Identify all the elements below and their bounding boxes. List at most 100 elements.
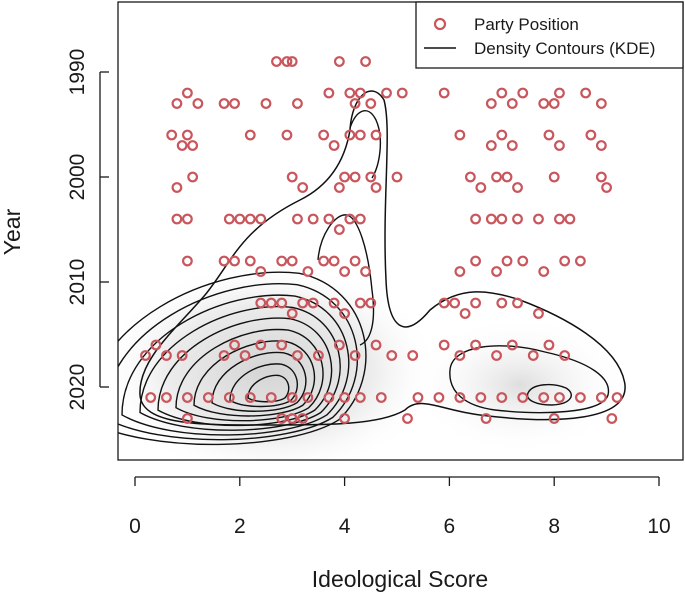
point-154 [286, 392, 298, 403]
kde-contour-right-outer [449, 345, 610, 414]
point-67 [181, 213, 193, 225]
point-140 [454, 350, 466, 361]
point-41 [485, 140, 497, 151]
point-50 [286, 171, 298, 183]
x-axis-title: Ideological Score [312, 566, 488, 592]
point-19 [438, 87, 450, 99]
y-tick-label-0: 1990 [66, 49, 89, 96]
y-axis: 1990 2000 2010 2020 [66, 49, 109, 410]
point-37 [344, 129, 356, 141]
point-3 [333, 56, 345, 67]
point-170 [611, 392, 623, 403]
point-103 [538, 266, 550, 277]
x-tick-label-5: 10 [647, 515, 670, 538]
point-46 [585, 129, 597, 141]
point-92 [302, 266, 314, 277]
point-132 [292, 350, 303, 361]
x-tick-label-2: 4 [339, 515, 351, 538]
point-100 [491, 266, 502, 277]
point-1 [281, 56, 293, 67]
point-98 [454, 266, 466, 277]
point-91 [286, 255, 298, 267]
point-59 [475, 182, 487, 193]
kde-contour-upper [349, 110, 382, 179]
point-85 [181, 255, 193, 267]
point-112 [328, 297, 340, 309]
kde-contour-right-inner [526, 383, 572, 406]
point-114 [354, 297, 366, 309]
point-138 [407, 350, 419, 361]
point-148 [161, 392, 172, 403]
point-145 [543, 339, 555, 351]
kde-contour-main-8 [229, 363, 299, 408]
point-51 [297, 182, 309, 193]
point-81 [512, 213, 523, 225]
point-96 [349, 255, 361, 267]
point-36 [328, 140, 340, 151]
point-169 [595, 392, 607, 403]
point-104 [559, 255, 571, 267]
point-146 [559, 350, 571, 361]
point-2 [286, 56, 298, 67]
point-111 [307, 297, 319, 309]
point-4 [360, 56, 371, 67]
point-110 [297, 297, 309, 309]
plot-frame [117, 1, 684, 461]
y-tick-label-1: 2000 [66, 154, 89, 201]
point-12 [323, 87, 335, 99]
point-45 [554, 140, 565, 151]
point-113 [339, 308, 351, 319]
point-137 [386, 350, 398, 361]
point-119 [470, 297, 482, 309]
point-9 [229, 98, 240, 109]
point-25 [548, 98, 560, 109]
point-93 [318, 255, 330, 267]
point-142 [491, 350, 502, 361]
point-71 [255, 213, 267, 225]
point-11 [292, 98, 303, 109]
point-14 [349, 98, 361, 109]
point-90 [276, 255, 288, 267]
point-168 [575, 392, 586, 403]
kde-contour-main-5 [175, 328, 324, 422]
point-62 [512, 182, 523, 193]
x-tick-label-3: 6 [444, 515, 456, 538]
point-18 [396, 87, 408, 99]
point-167 [554, 392, 565, 403]
point-157 [339, 392, 351, 403]
point-48 [171, 182, 183, 193]
point-163 [475, 392, 487, 403]
point-7 [192, 98, 204, 109]
point-156 [323, 392, 335, 403]
point-128 [229, 339, 240, 351]
point-99 [470, 255, 482, 267]
point-68 [223, 213, 235, 225]
point-178 [548, 413, 560, 424]
point-72 [292, 213, 303, 225]
kde-contour-main-2 [121, 294, 350, 436]
point-29 [166, 129, 178, 141]
point-55 [365, 171, 377, 183]
density-contours [118, 90, 626, 446]
point-129 [239, 350, 251, 361]
point-116 [438, 297, 450, 309]
point-52 [333, 182, 345, 193]
point-83 [554, 213, 565, 225]
point-39 [370, 129, 382, 141]
point-61 [501, 171, 513, 183]
point-86 [218, 255, 230, 267]
point-121 [512, 297, 523, 309]
point-133 [313, 350, 324, 361]
point-20 [485, 98, 497, 109]
point-166 [538, 392, 550, 403]
point-66 [171, 213, 183, 225]
point-164 [496, 392, 508, 403]
point-60 [491, 171, 502, 183]
point-161 [433, 392, 445, 403]
point-94 [328, 255, 340, 267]
point-17 [381, 87, 392, 99]
point-13 [344, 87, 356, 99]
point-44 [543, 129, 555, 141]
kde-contour-main-7 [211, 351, 307, 412]
